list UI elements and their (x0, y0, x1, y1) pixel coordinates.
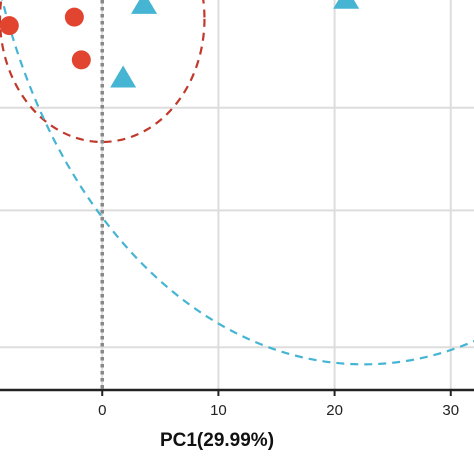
x-tick-label: 30 (442, 402, 459, 419)
data-points (0, 0, 360, 88)
data-point-circle (64, 7, 84, 27)
data-point-circle (0, 16, 19, 36)
x-tick-label: 20 (326, 402, 343, 419)
confidence-ellipse (1, 0, 474, 366)
data-point-circle (71, 50, 91, 70)
data-point-triangle (333, 0, 360, 9)
x-axis-title: PC1(29.99%) (160, 430, 274, 451)
grid-layer (0, 0, 474, 390)
x-axis: 0 10 20 30 (0, 388, 474, 419)
x-tick-label: 0 (98, 402, 106, 419)
data-point-triangle (110, 65, 137, 88)
confidence-ellipses (0, 0, 474, 366)
x-tick-label: 10 (210, 402, 227, 419)
data-point-triangle (131, 0, 158, 14)
